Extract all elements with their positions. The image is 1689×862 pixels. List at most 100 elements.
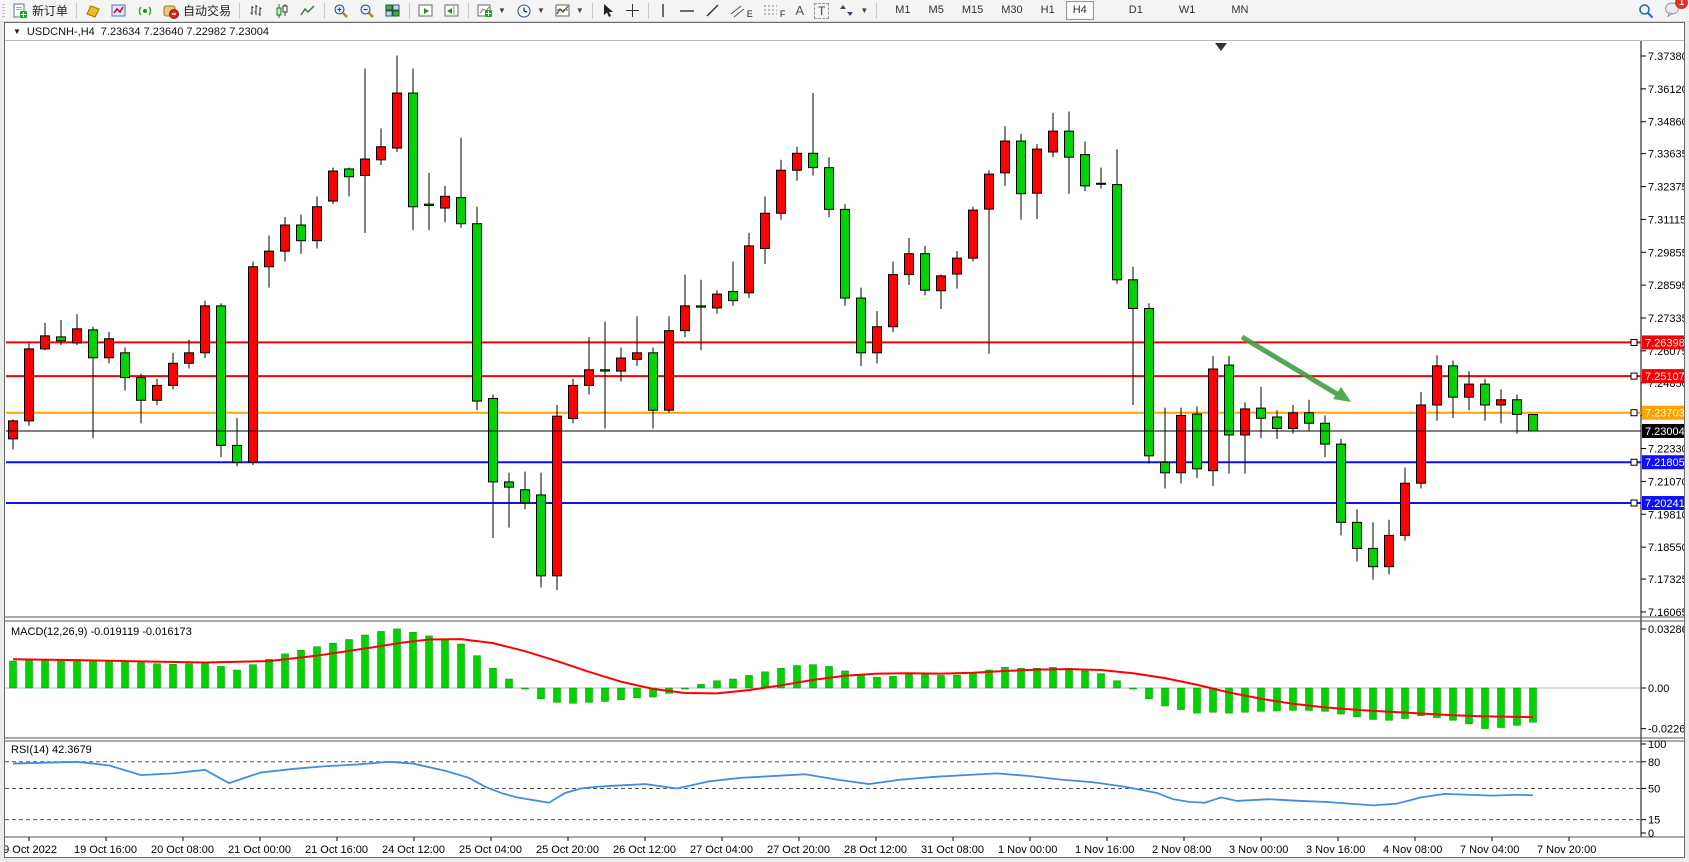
- line-handle[interactable]: [1630, 372, 1638, 380]
- candle-body: [392, 92, 402, 149]
- equidistant-channel-icon: [730, 5, 745, 17]
- market-watch-button[interactable]: [106, 1, 132, 20]
- fibonacci-icon: [763, 5, 777, 14]
- timeframe-M15[interactable]: M15: [961, 4, 984, 16]
- separator: [409, 2, 411, 19]
- macd-histogram-bar: [329, 642, 337, 689]
- annotation-arrow-head[interactable]: [1333, 387, 1351, 402]
- line-handle[interactable]: [1630, 409, 1638, 417]
- time-axis-label[interactable]: 25 Oct 20:00: [536, 844, 599, 856]
- timeframe-MN[interactable]: MN: [1231, 4, 1249, 16]
- arrows-tool-button[interactable]: ▼: [834, 1, 873, 20]
- trendline-tool-button[interactable]: [700, 1, 725, 20]
- time-axis-label[interactable]: 1 Nov 16:00: [1075, 844, 1134, 856]
- profiles-button[interactable]: [80, 1, 106, 20]
- tile-windows-button[interactable]: [380, 1, 406, 20]
- fibonacci-tool-button[interactable]: F: [758, 1, 791, 20]
- timeframe-D1[interactable]: D1: [1128, 4, 1143, 16]
- price-tick-label: 7.37380: [1648, 51, 1684, 63]
- time-axis-label[interactable]: 27 Oct 04:00: [690, 844, 753, 856]
- chart-title-bar[interactable]: ▼ USDCNH-,H4 7.23634 7.23640 7.22982 7.2…: [5, 23, 1684, 41]
- time-axis-label[interactable]: 3 Nov 16:00: [1306, 844, 1365, 856]
- macd-histogram-bar: [1049, 667, 1057, 689]
- line-price-flag: [1642, 335, 1684, 350]
- line-handle[interactable]: [1630, 458, 1638, 466]
- time-axis-label[interactable]: 19 Oct 16:00: [74, 844, 137, 856]
- timeframe-H4[interactable]: H4: [1065, 1, 1094, 20]
- time-axis-label[interactable]: 21 Oct 00:00: [228, 844, 291, 856]
- candle-body: [552, 415, 562, 577]
- macd-histogram-bar: [89, 659, 97, 689]
- macd-histogram-bar: [953, 674, 961, 689]
- time-axis-label[interactable]: 1 Nov 00:00: [998, 844, 1057, 856]
- macd-histogram-bar: [1001, 667, 1009, 689]
- auto-scroll-button[interactable]: [413, 1, 439, 20]
- line-chart-mode-button[interactable]: [295, 1, 321, 20]
- vline-tool-button[interactable]: [652, 1, 674, 20]
- time-axis-label[interactable]: 2 Nov 08:00: [1152, 844, 1211, 856]
- bar-chart-mode-button[interactable]: [243, 1, 269, 20]
- candle-chart-mode-button[interactable]: [269, 1, 295, 20]
- hline-tool-button[interactable]: [674, 1, 700, 20]
- timeframe-H1[interactable]: H1: [1040, 4, 1055, 16]
- candle-body: [904, 253, 914, 276]
- time-axis-label[interactable]: 27 Oct 20:00: [767, 844, 830, 856]
- collapse-icon[interactable]: ▼: [13, 27, 21, 36]
- macd-histogram-bar: [265, 659, 273, 689]
- line-handle[interactable]: [1630, 338, 1638, 346]
- indicators-icon: [477, 4, 493, 17]
- timeframe-M30[interactable]: M30: [1001, 4, 1023, 16]
- candle-body: [1432, 365, 1442, 406]
- text-tool-button[interactable]: A: [790, 1, 809, 20]
- time-axis-label[interactable]: 3 Nov 00:00: [1229, 844, 1288, 856]
- timeframe-W1[interactable]: W1: [1178, 4, 1196, 16]
- time-axis-label[interactable]: 21 Oct 16:00: [305, 844, 368, 856]
- candle-body: [536, 494, 546, 577]
- time-axis-label[interactable]: 7 Nov 20:00: [1537, 844, 1596, 856]
- timeframe-M5[interactable]: M5: [928, 4, 944, 16]
- search-icon[interactable]: [1638, 3, 1654, 19]
- macd-histogram-bar: [25, 659, 33, 689]
- macd-histogram-bar: [457, 643, 465, 689]
- zoom-out-button[interactable]: [354, 1, 380, 20]
- macd-histogram-bar: [217, 666, 225, 689]
- time-axis-label[interactable]: 26 Oct 12:00: [613, 844, 676, 856]
- candle-body: [968, 209, 978, 259]
- time-axis-label[interactable]: 28 Oct 12:00: [844, 844, 907, 856]
- macd-histogram-bar: [937, 675, 945, 689]
- new-order-button[interactable]: 新订单: [7, 1, 73, 20]
- time-axis-label[interactable]: 25 Oct 04:00: [459, 844, 522, 856]
- candle-body: [1208, 368, 1218, 472]
- templates-button[interactable]: ▼: [550, 1, 589, 20]
- macd-scale-label: -0.022641: [1648, 724, 1684, 736]
- channel-tool-button[interactable]: E: [725, 1, 758, 20]
- chart-canvas[interactable]: 7.37380 7.36120 7.34860 7.33635 7.32375 7.311…: [5, 41, 1684, 857]
- candle-body: [1496, 399, 1506, 406]
- periods-button[interactable]: ▼: [511, 1, 550, 20]
- time-axis-label[interactable]: 24 Oct 12:00: [382, 844, 445, 856]
- chart-shift-button[interactable]: [439, 1, 465, 20]
- time-axis-label[interactable]: 7 Nov 04:00: [1460, 844, 1519, 856]
- candle-body: [936, 275, 946, 292]
- cursor-tool-button[interactable]: [596, 1, 620, 20]
- auto-trading-button[interactable]: 自动交易: [158, 1, 236, 20]
- crosshair-tool-button[interactable]: [620, 1, 645, 20]
- zoom-in-button[interactable]: [328, 1, 354, 20]
- annotation-arrow[interactable]: [1240, 334, 1339, 397]
- notifications-button[interactable]: 1: [1664, 0, 1688, 20]
- signals-button[interactable]: [132, 1, 158, 20]
- price-tick-label: 7.27335: [1648, 313, 1684, 325]
- rsi-scale-label: 80: [1648, 757, 1660, 769]
- time-axis-label[interactable]: 4 Nov 08:00: [1383, 844, 1442, 856]
- time-axis-label[interactable]: 20 Oct 08:00: [151, 844, 214, 856]
- price-tick-label: 7.36120: [1648, 84, 1684, 96]
- timeframe-M1[interactable]: M1: [895, 4, 911, 16]
- label-tool-button[interactable]: T: [809, 1, 834, 20]
- line-price-flag-label: 7.20241: [1645, 498, 1684, 510]
- line-handle[interactable]: [1630, 499, 1638, 507]
- indicators-button[interactable]: ▼: [472, 1, 511, 20]
- candle-body: [920, 253, 930, 291]
- time-axis-label[interactable]: 19 Oct 2022: [5, 844, 57, 856]
- macd-histogram-bar: [1305, 687, 1313, 711]
- time-axis-label[interactable]: 31 Oct 08:00: [921, 844, 984, 856]
